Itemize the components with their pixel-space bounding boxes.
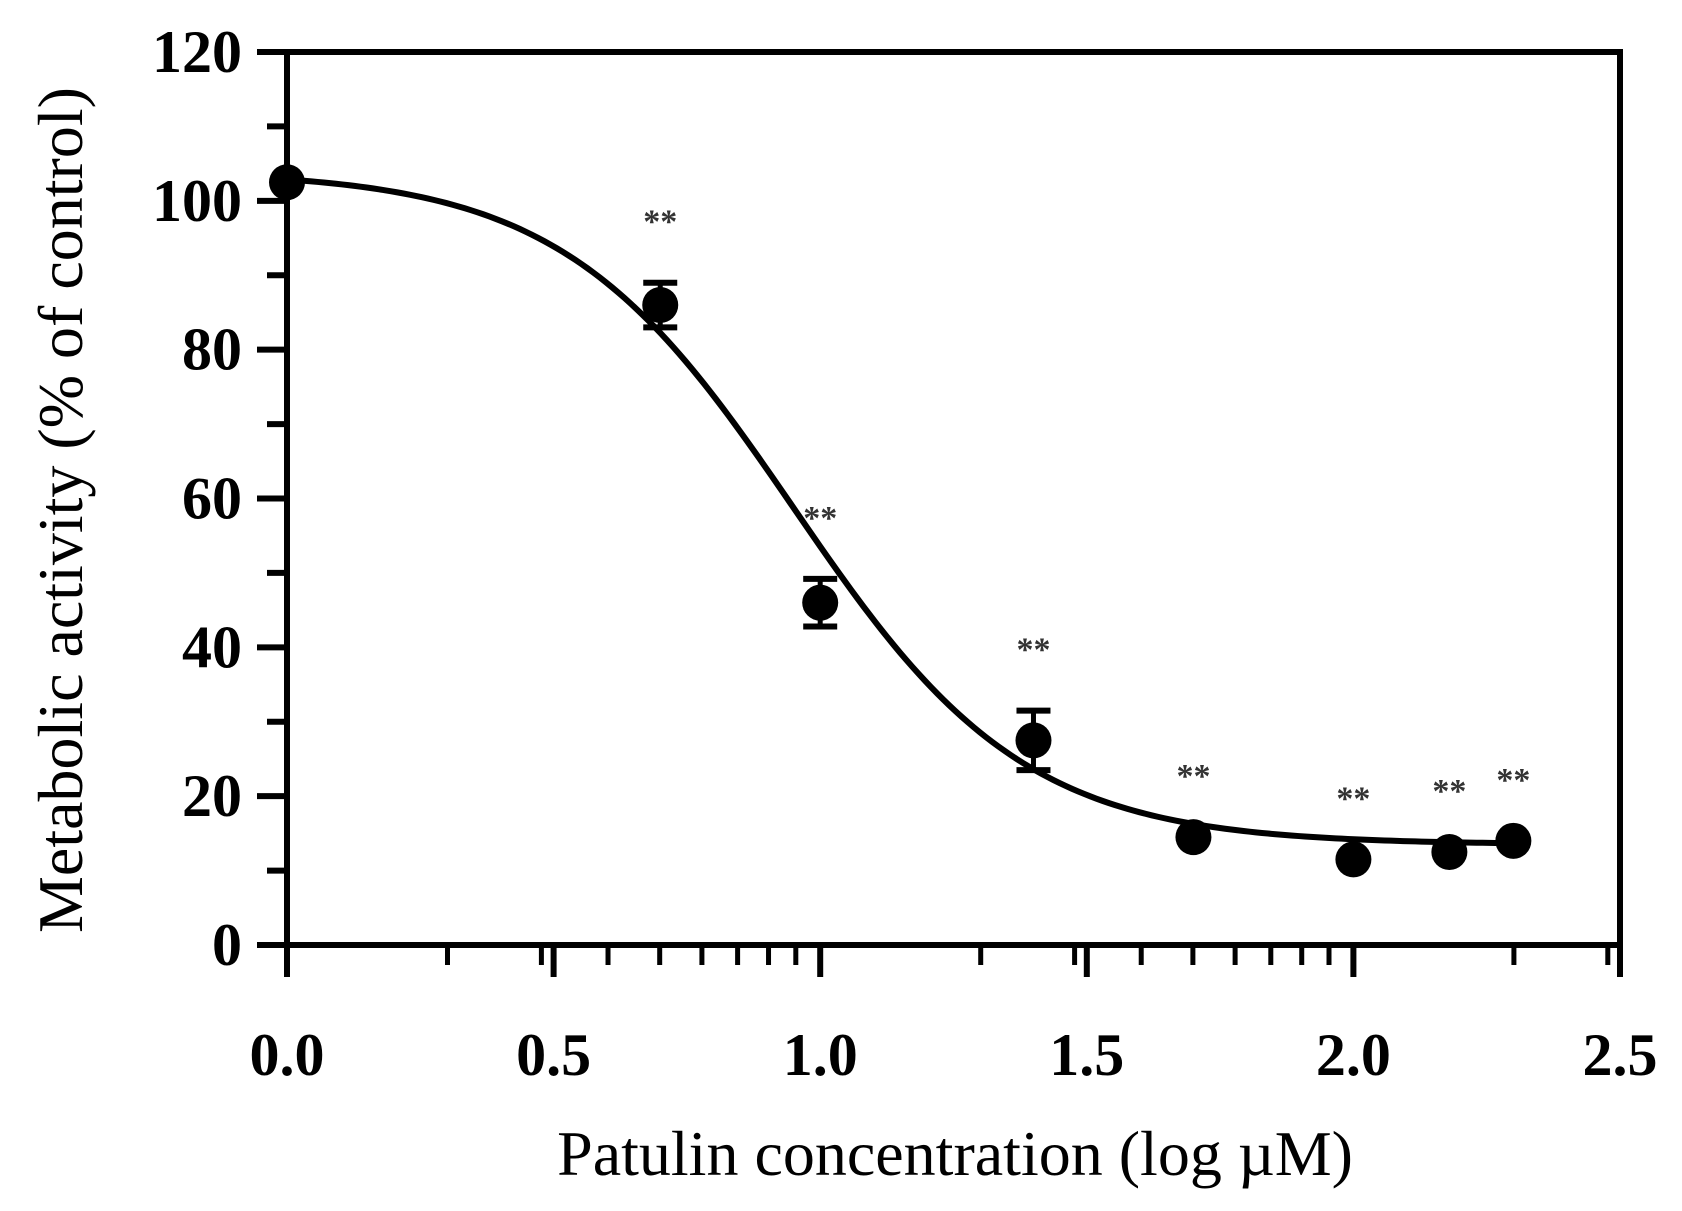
- y-axis-title: Metabolic activity (% of control): [25, 87, 96, 933]
- significance-label: **: [1336, 780, 1370, 817]
- y-tick-label: 100: [152, 168, 242, 234]
- data-point: [802, 584, 839, 621]
- data-point: [1175, 819, 1212, 856]
- x-tick-label: 2.0: [1316, 1022, 1391, 1088]
- y-tick-label: 20: [182, 763, 242, 829]
- x-axis-title: Patulin concentration (log µM): [557, 1118, 1353, 1189]
- y-tick-label: 60: [182, 466, 242, 532]
- data-point: [269, 164, 305, 201]
- data-point: [1431, 833, 1468, 870]
- x-tick-label: 2.5: [1583, 1022, 1658, 1088]
- significance-label: **: [1016, 632, 1050, 669]
- significance-label: **: [803, 500, 837, 537]
- x-tick-label: 0.0: [250, 1022, 325, 1088]
- significance-label: **: [1496, 762, 1530, 799]
- plot-frame: [284, 49, 1623, 948]
- significance-label: **: [1432, 773, 1466, 810]
- significance-label: **: [643, 204, 677, 241]
- data-point: [1335, 841, 1372, 878]
- y-tick-label: 120: [152, 19, 242, 85]
- y-tick-label: 80: [182, 317, 242, 383]
- data-point: [1495, 822, 1532, 859]
- data-point: [1015, 722, 1052, 759]
- data-point: [642, 287, 679, 324]
- y-tick-label: 0: [212, 912, 242, 978]
- y-tick-label: 40: [182, 614, 242, 680]
- fit-curve: [286, 176, 1514, 847]
- x-tick-label: 1.5: [1049, 1022, 1124, 1088]
- x-tick-label: 1.0: [783, 1022, 858, 1088]
- x-tick-label: 0.5: [516, 1022, 591, 1088]
- significance-label: **: [1176, 758, 1210, 795]
